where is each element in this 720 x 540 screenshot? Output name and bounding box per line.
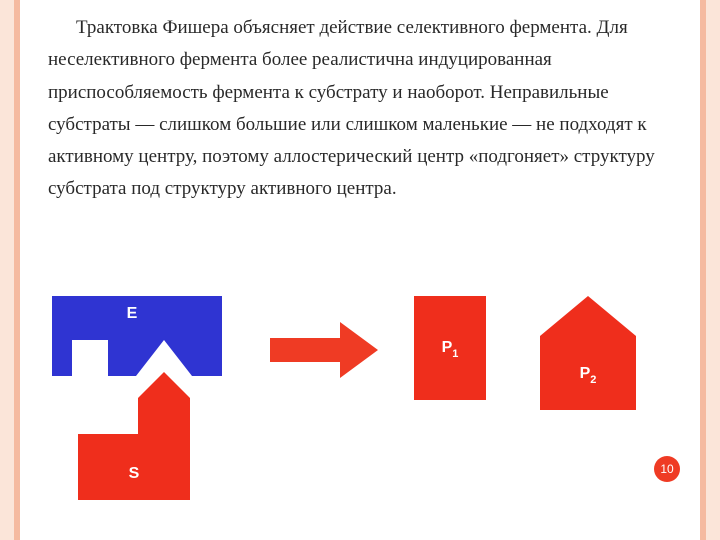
p2-pentagon (540, 296, 636, 410)
label-P2: P2 (580, 365, 597, 386)
substrate-polygon (78, 372, 190, 500)
shape-enzyme-E: E (52, 296, 222, 376)
border-ribbon-inner-left (14, 0, 20, 540)
shape-product-P1: P1 (414, 296, 486, 400)
border-ribbon-outer-left (0, 0, 14, 540)
shape-substrate-S: S (78, 372, 190, 500)
shape-product-P2: P2 (540, 296, 636, 410)
body-paragraph: Трактовка Фишера объясняет действие селе… (48, 12, 668, 206)
enzyme-polygon (52, 296, 222, 376)
label-E: E (127, 305, 138, 322)
label-P1: P1 (442, 339, 459, 360)
p1-rect (414, 296, 486, 400)
paragraph-text: Трактовка Фишера объясняет действие селе… (48, 12, 668, 206)
arrow-icon (270, 322, 378, 378)
page-number-badge: 10 (654, 456, 680, 482)
label-S: S (129, 465, 140, 482)
border-ribbon-inner-right (700, 0, 706, 540)
border-ribbon-outer-right (706, 0, 720, 540)
slide: Трактовка Фишера объясняет действие селе… (0, 0, 720, 540)
page-number: 10 (660, 462, 673, 476)
